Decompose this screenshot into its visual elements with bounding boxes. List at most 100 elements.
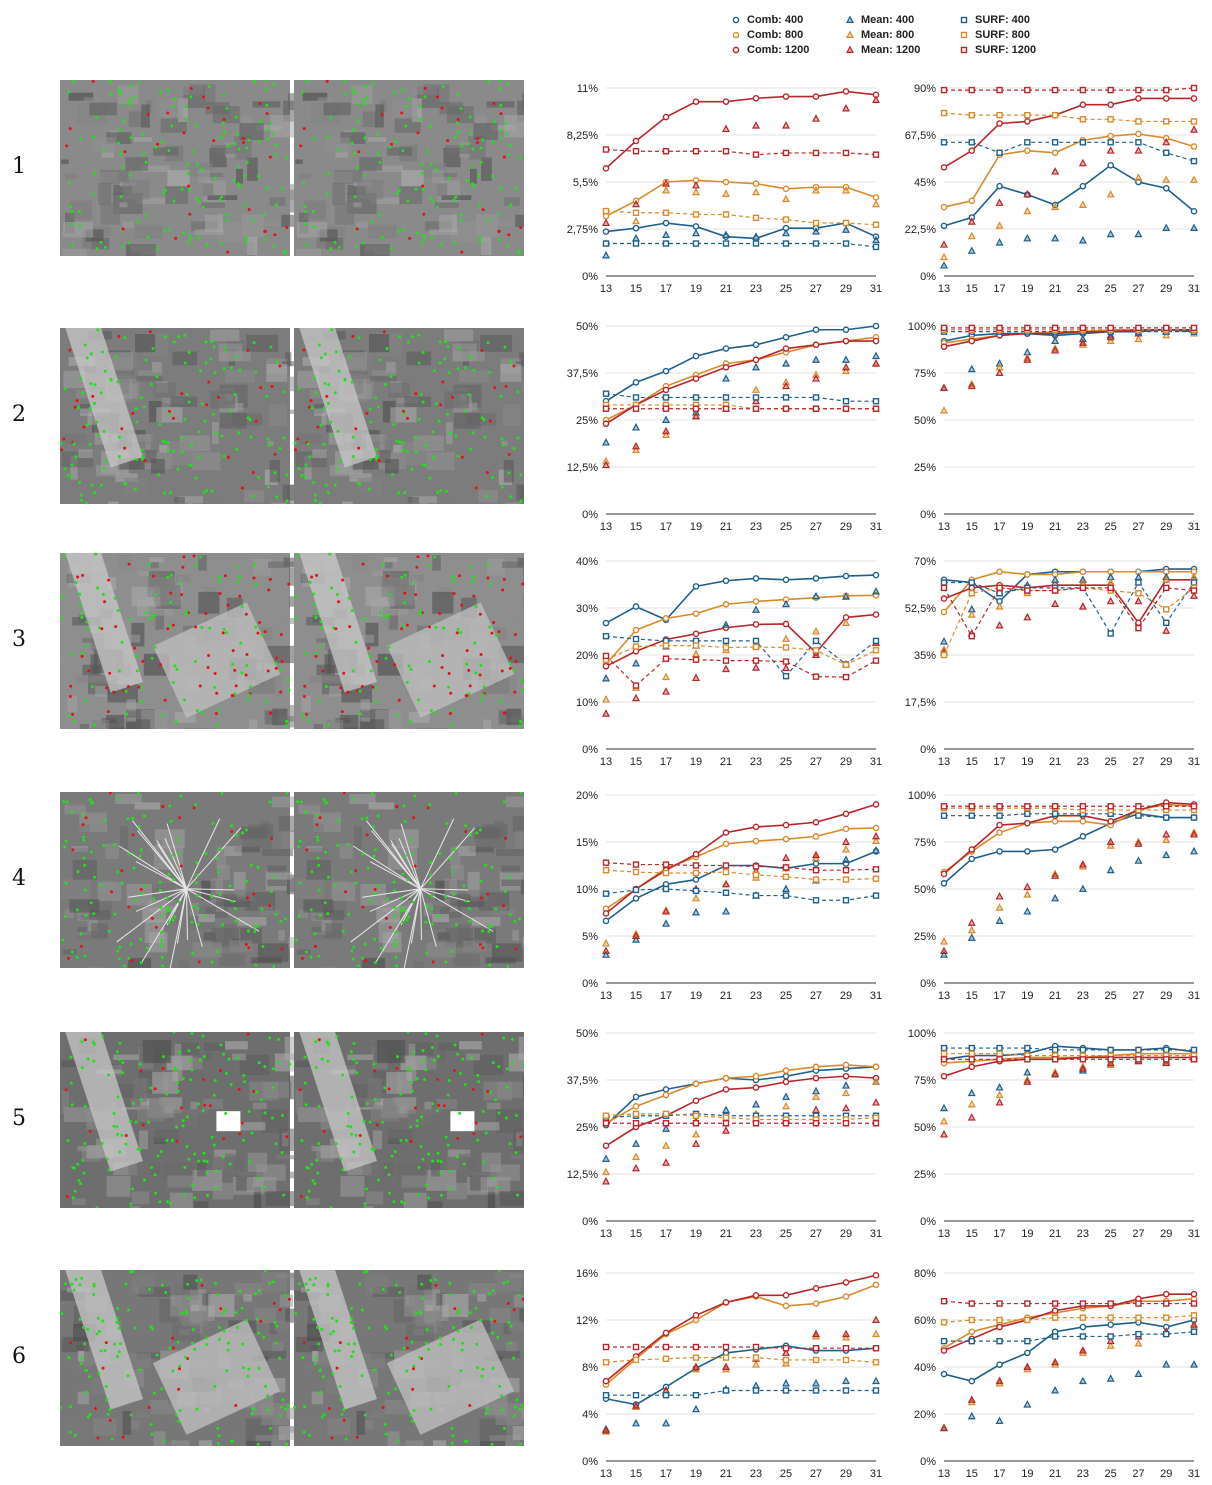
inlier-point xyxy=(97,433,100,436)
inlier-point xyxy=(301,1356,304,1359)
inlier-point xyxy=(70,210,73,213)
image-texture-patch xyxy=(339,844,352,859)
data-point xyxy=(603,1169,609,1175)
outlier-point xyxy=(489,420,492,423)
series-mean-800 xyxy=(941,1056,1197,1124)
data-point xyxy=(723,666,729,672)
inlier-point xyxy=(160,1150,163,1153)
image-texture-patch xyxy=(295,655,314,663)
inlier-point xyxy=(172,681,175,684)
data-point xyxy=(634,1121,639,1126)
data-point xyxy=(1164,96,1169,101)
inlier-point xyxy=(451,1442,454,1445)
x-tick-label: 27 xyxy=(810,1228,822,1240)
inlier-point xyxy=(316,1326,319,1329)
inlier-point xyxy=(216,1293,219,1296)
data-point xyxy=(873,97,879,103)
data-point xyxy=(874,658,879,663)
inlier-point xyxy=(70,811,73,814)
data-point xyxy=(1135,1371,1141,1377)
outlier-point xyxy=(65,1088,68,1091)
inlier-point xyxy=(239,185,242,188)
outlier-point xyxy=(82,823,85,826)
inlier-point xyxy=(148,563,151,566)
outlier-point xyxy=(182,131,185,134)
inlier-point xyxy=(411,335,414,338)
data-point xyxy=(664,149,669,154)
inlier-point xyxy=(358,1282,361,1285)
data-point xyxy=(997,88,1002,93)
data-point xyxy=(603,1156,609,1162)
data-point xyxy=(723,365,728,370)
inlier-point xyxy=(363,1271,366,1274)
inlier-point xyxy=(100,883,103,886)
outlier-point xyxy=(400,112,403,115)
data-point xyxy=(1191,848,1197,854)
inlier-point xyxy=(184,1356,187,1359)
data-point xyxy=(1192,119,1197,124)
inlier-point xyxy=(288,1063,291,1066)
inlier-point xyxy=(101,1142,104,1145)
inlier-point xyxy=(103,818,106,821)
data-point xyxy=(997,121,1002,126)
outlier-point xyxy=(60,448,63,451)
inlier-point xyxy=(486,218,489,221)
data-point xyxy=(604,1121,609,1126)
inlier-point xyxy=(206,1194,209,1197)
x-tick-label: 31 xyxy=(870,521,882,533)
image-texture-patch xyxy=(342,502,353,504)
image-texture-patch xyxy=(72,1198,86,1205)
inlier-point xyxy=(183,1166,186,1169)
series-line xyxy=(606,1067,876,1125)
outlier-point xyxy=(226,251,229,254)
inlier-point xyxy=(195,861,198,864)
inlier-point xyxy=(164,189,167,192)
data-point xyxy=(603,1178,609,1184)
data-point xyxy=(813,1380,819,1386)
image-texture-patch xyxy=(123,222,134,228)
inlier-point xyxy=(253,930,256,933)
data-point xyxy=(814,1121,819,1126)
outlier-point xyxy=(366,833,369,836)
inlier-point xyxy=(510,360,513,363)
y-tick-label: 25% xyxy=(576,415,598,427)
inlier-point xyxy=(175,668,178,671)
inlier-point xyxy=(116,1355,119,1358)
inlier-point xyxy=(304,210,307,213)
data-point xyxy=(1163,225,1169,231)
inlier-point xyxy=(297,845,300,848)
inlier-point xyxy=(405,1369,408,1372)
inlier-point xyxy=(330,328,333,331)
inlier-point xyxy=(376,133,379,136)
inlier-point xyxy=(167,441,170,444)
data-point xyxy=(724,1355,729,1360)
series-mean-1200 xyxy=(941,831,1197,953)
data-point xyxy=(1053,588,1058,593)
inlier-point xyxy=(84,1105,87,1108)
outlier-point xyxy=(371,686,374,689)
inlier-point xyxy=(288,689,291,692)
data-point xyxy=(694,871,699,876)
inlier-point xyxy=(363,1202,366,1205)
series-comb-1200 xyxy=(941,800,1196,877)
data-point xyxy=(694,395,699,400)
left-image xyxy=(60,553,312,729)
data-point xyxy=(969,1090,975,1096)
inlier-point xyxy=(182,1124,185,1127)
inlier-point xyxy=(245,828,248,831)
inlier-point xyxy=(220,195,223,198)
inlier-point xyxy=(168,449,171,452)
inlier-point xyxy=(455,923,458,926)
inlier-point xyxy=(241,1343,244,1346)
inlier-point xyxy=(339,1157,342,1160)
outlier-point xyxy=(415,566,418,569)
outlier-point xyxy=(328,1407,331,1410)
outlier-point xyxy=(96,1437,99,1440)
inlier-point xyxy=(235,448,238,451)
legend-marker-comb-1200 xyxy=(728,43,744,57)
outlier-point xyxy=(339,1341,342,1344)
image-texture-patch xyxy=(108,502,119,504)
inlier-point xyxy=(318,1105,321,1108)
inlier-point xyxy=(118,436,121,439)
